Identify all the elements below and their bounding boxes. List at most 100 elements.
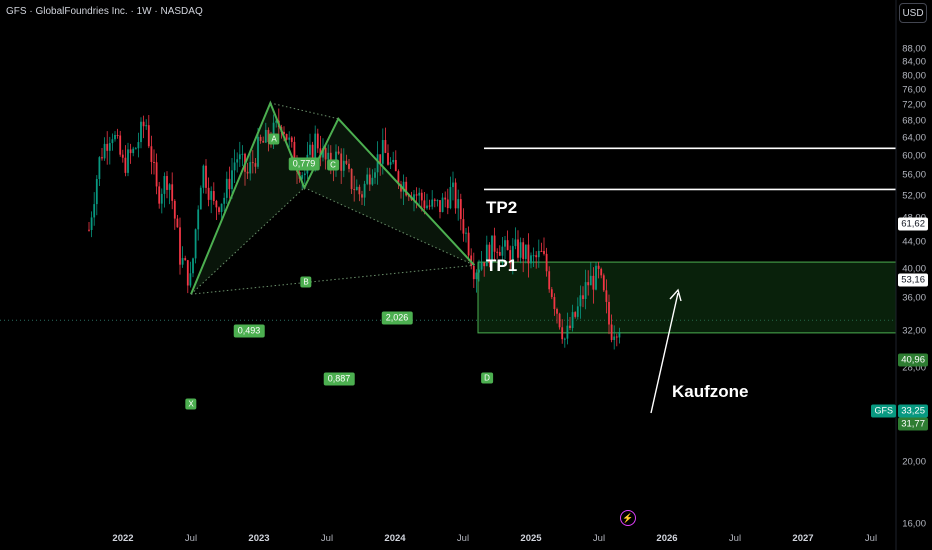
y-tick: 80,00	[902, 70, 926, 82]
candle-body	[524, 244, 527, 259]
tp1-price-tag: 53,16	[898, 273, 928, 287]
candle-body	[95, 179, 98, 205]
candle-body	[155, 162, 158, 187]
arrow-shaft	[650, 292, 679, 414]
candle-body	[600, 268, 603, 276]
candle-body	[124, 157, 127, 173]
candle-body	[561, 327, 564, 340]
candle-body	[363, 183, 366, 198]
arrow-head	[669, 288, 682, 302]
candle-body	[597, 265, 600, 269]
candle-body	[90, 217, 93, 230]
candle-body	[285, 133, 288, 140]
candle-body	[579, 295, 582, 307]
y-tick: 60,00	[902, 150, 926, 162]
candle-body	[418, 192, 421, 196]
y-tick: 52,00	[902, 190, 926, 202]
candle-body	[368, 174, 371, 185]
point-b-label: B	[300, 276, 312, 288]
candle-body	[514, 239, 517, 247]
candle-body	[348, 163, 350, 169]
candle-body	[137, 142, 140, 149]
candle-body	[392, 159, 395, 163]
candle-body	[613, 336, 616, 340]
candle-body	[548, 271, 551, 290]
candle-body	[350, 168, 353, 190]
candle-body	[311, 144, 314, 158]
candle-body	[433, 199, 436, 201]
candle-body	[212, 191, 215, 201]
candle-body	[246, 171, 249, 174]
candle-body	[459, 199, 462, 220]
candle-body	[264, 129, 267, 143]
candle-body	[571, 312, 574, 329]
candle-body	[420, 192, 423, 201]
candle-body	[259, 136, 262, 141]
candle-body	[446, 199, 449, 209]
candle-body	[394, 159, 397, 172]
candle-body	[158, 186, 161, 204]
candle-body	[238, 154, 241, 160]
candle-body	[452, 182, 454, 188]
candle-body	[101, 157, 103, 159]
kaufzone-label: Kaufzone	[672, 382, 749, 401]
candle-body	[480, 262, 483, 270]
candle-body	[366, 174, 369, 184]
x-tick: 2026	[656, 533, 678, 544]
candle-body	[199, 187, 202, 210]
y-tick: 40,00	[902, 263, 926, 275]
candle-body	[379, 154, 382, 164]
candle-body	[566, 325, 569, 339]
candle-body	[384, 140, 387, 153]
candle-body	[426, 205, 428, 209]
candle-body	[535, 255, 538, 258]
candle-body	[454, 182, 457, 209]
candle-body	[140, 121, 142, 143]
ratio-abc: 0,779	[288, 157, 320, 171]
candle-body	[272, 122, 275, 144]
x-tick: 2027	[792, 533, 814, 544]
candle-body	[262, 140, 265, 143]
candle-body	[467, 232, 470, 256]
zone-top-tag: 40,96	[898, 353, 928, 367]
candle-body	[236, 159, 239, 163]
candle-body	[543, 251, 545, 254]
candle-body	[556, 309, 558, 314]
pattern-xab-fill	[191, 102, 305, 295]
candle-body	[387, 152, 389, 165]
candle-body	[475, 272, 478, 280]
candle-body	[345, 160, 348, 164]
candle-body	[478, 269, 480, 273]
currency-button[interactable]: USD	[899, 3, 927, 23]
candle-body	[540, 250, 543, 252]
y-tick: 72,00	[902, 99, 926, 111]
candle-body	[462, 219, 465, 234]
candle-body	[553, 297, 556, 310]
candle-body	[530, 255, 532, 264]
candle-body	[241, 153, 244, 155]
candle-body	[215, 200, 218, 208]
candle-body	[504, 240, 506, 247]
kaufzone-rect	[477, 261, 897, 334]
candle-body	[574, 312, 577, 317]
candle-body	[605, 290, 608, 302]
candle-body	[522, 242, 525, 259]
candle-body	[439, 200, 441, 212]
candle-body	[485, 244, 488, 267]
candle-body	[376, 154, 379, 173]
point-d-label: D	[481, 372, 493, 384]
last-price-tag: 33,25	[898, 404, 928, 418]
candle-body	[449, 187, 452, 209]
pattern-ratio-line	[190, 264, 475, 295]
candle-body	[569, 325, 571, 329]
tp2-label: TP2	[486, 198, 518, 217]
candle-body	[168, 184, 171, 190]
candle-body	[509, 250, 512, 264]
candle-body	[249, 162, 252, 174]
candle-body	[436, 200, 439, 202]
candle-body	[225, 178, 228, 198]
tp1-label: TP1	[486, 256, 518, 275]
candle-body	[563, 338, 566, 340]
lightning-icon[interactable]: ⚡	[620, 510, 636, 526]
